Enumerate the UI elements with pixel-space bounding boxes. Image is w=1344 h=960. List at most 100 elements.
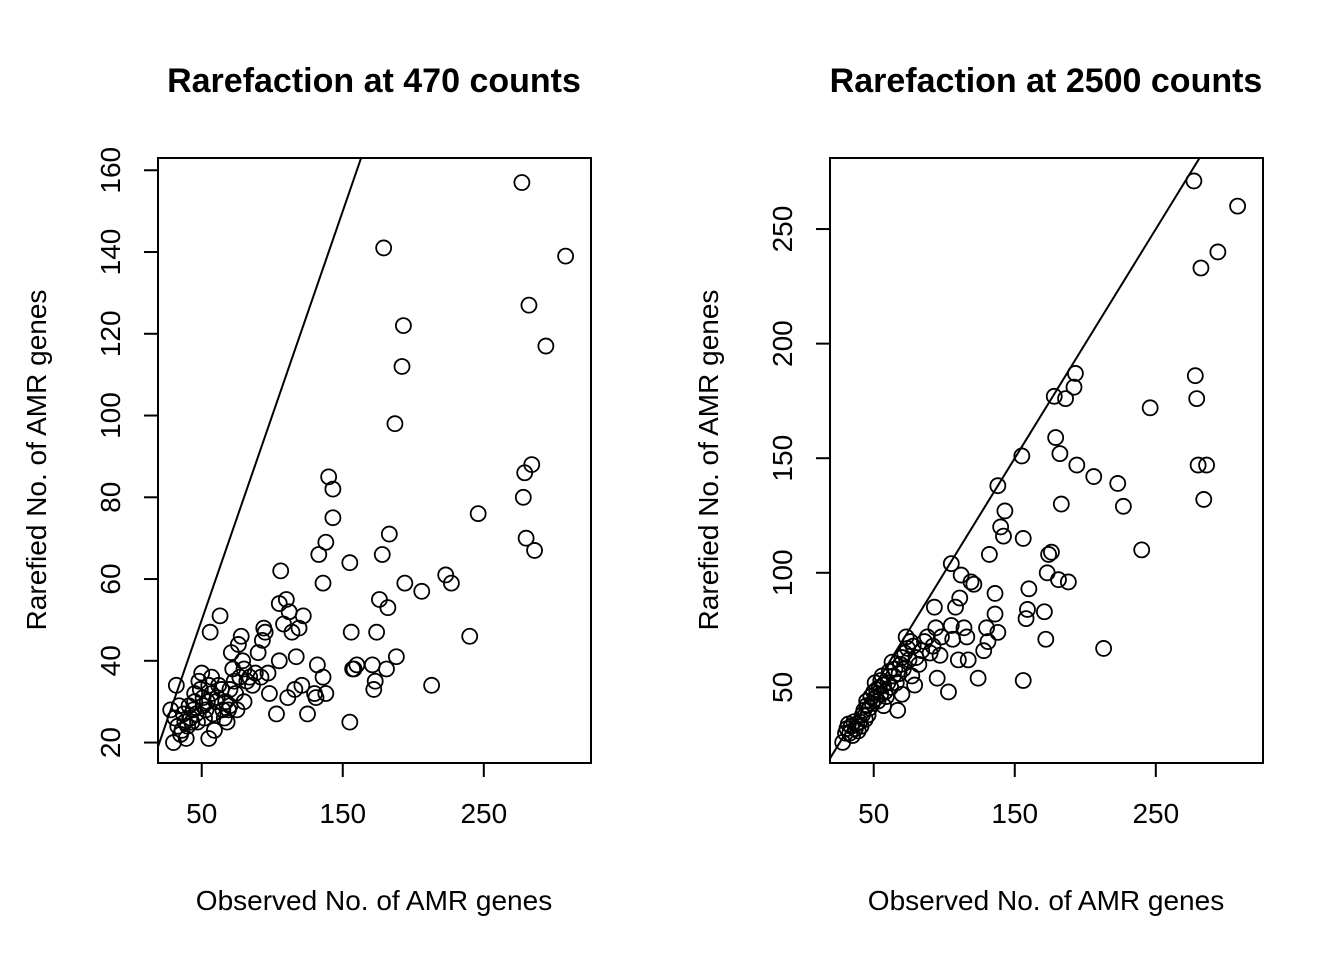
data-point	[989, 477, 1007, 495]
data-point	[949, 651, 967, 669]
chart-title: Rarefaction at 470 counts	[167, 62, 581, 100]
data-point	[217, 693, 235, 711]
reference-line	[158, 158, 363, 747]
x-tick-label: 50	[186, 798, 217, 829]
data-point	[986, 605, 1004, 623]
data-point	[270, 652, 288, 670]
data-point	[317, 533, 335, 551]
data-point	[1020, 580, 1038, 598]
data-point	[1013, 447, 1031, 465]
y-tick-label: 100	[767, 549, 798, 596]
data-point	[293, 676, 311, 694]
data-point	[324, 509, 342, 527]
data-point	[989, 623, 1007, 641]
data-point	[173, 721, 191, 739]
data-point	[186, 685, 204, 702]
data-point	[307, 689, 325, 706]
data-point	[1059, 573, 1077, 591]
plot-frame	[829, 157, 1264, 764]
data-point	[942, 555, 960, 573]
y-tick-label: 60	[95, 563, 126, 594]
data-point	[469, 505, 487, 523]
data-point	[177, 730, 195, 747]
y-tick-label: 20	[95, 727, 126, 758]
data-point	[1038, 564, 1056, 582]
data-point	[1050, 571, 1067, 589]
data-point	[375, 239, 393, 257]
data-point	[1209, 243, 1227, 261]
data-point	[387, 648, 405, 666]
data-point	[1085, 468, 1103, 485]
data-point	[261, 685, 278, 702]
data-point	[1229, 197, 1247, 215]
data-point	[944, 630, 962, 648]
data-point	[1133, 541, 1151, 559]
data-point	[442, 574, 460, 592]
data-point	[310, 546, 328, 563]
data-point	[179, 717, 197, 735]
data-point	[1141, 399, 1159, 417]
data-point	[342, 623, 360, 641]
data-point	[317, 685, 335, 702]
data-point	[1045, 387, 1063, 405]
data-point	[167, 676, 185, 694]
data-point	[176, 713, 194, 731]
data-point	[348, 656, 366, 674]
data-point	[928, 669, 946, 687]
data-point	[513, 174, 531, 191]
data-point	[210, 676, 228, 694]
data-point	[379, 599, 397, 617]
data-point	[218, 713, 236, 731]
data-point	[393, 358, 411, 375]
data-point	[969, 669, 987, 687]
data-point	[201, 623, 219, 641]
data-point	[942, 617, 960, 634]
data-point	[906, 676, 924, 694]
data-point	[995, 527, 1012, 545]
y-tick-label: 40	[95, 645, 126, 676]
data-point	[931, 646, 949, 664]
data-point	[955, 619, 973, 637]
data-point	[986, 585, 1004, 602]
plot-area	[830, 158, 1247, 759]
data-point	[413, 582, 431, 600]
data-point	[235, 693, 253, 711]
data-point	[287, 648, 305, 666]
data-point	[299, 705, 316, 723]
data-point	[386, 415, 404, 433]
y-tick-label: 150	[767, 435, 798, 482]
data-point	[206, 721, 223, 739]
data-point	[395, 317, 412, 335]
data-point	[978, 619, 995, 637]
data-point	[196, 709, 213, 727]
data-point	[1035, 603, 1053, 621]
x-tick-label: 150	[319, 798, 366, 829]
chart-panel-2: Rarefaction at 2500 counts Observed No. …	[693, 62, 1264, 916]
data-point	[1188, 390, 1206, 408]
data-point	[294, 607, 312, 625]
data-point	[1014, 530, 1032, 547]
data-point	[1095, 640, 1113, 657]
data-point	[253, 631, 271, 649]
data-point	[940, 683, 957, 701]
data-point	[1186, 367, 1204, 385]
x-tick-label: 250	[1132, 798, 1179, 829]
chart-title: Rarefaction at 2500 counts	[830, 62, 1263, 100]
data-point	[272, 562, 290, 580]
x-axis-label: Observed No. of AMR genes	[868, 885, 1224, 916]
data-point	[980, 546, 998, 563]
data-point	[314, 668, 332, 686]
y-tick-label: 80	[95, 482, 126, 513]
data-point	[523, 456, 541, 473]
data-point	[962, 573, 980, 591]
y-tick-label: 250	[767, 206, 798, 253]
y-axis-label: Rarefied No. of AMR genes	[693, 290, 724, 631]
data-point	[380, 525, 398, 543]
data-point	[889, 701, 907, 719]
data-point	[1057, 390, 1074, 408]
data-point	[992, 518, 1010, 536]
plot-frame	[157, 157, 592, 764]
data-point	[933, 628, 950, 646]
data-point	[913, 642, 931, 660]
